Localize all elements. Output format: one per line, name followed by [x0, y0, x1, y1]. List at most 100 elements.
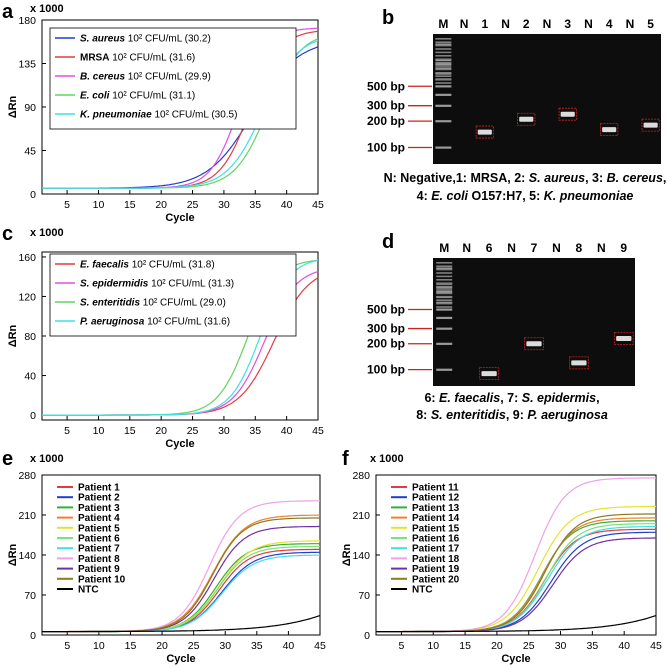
band-box	[558, 107, 577, 121]
ladder-band	[435, 78, 452, 81]
y-tick-label: 120	[18, 291, 36, 303]
legend-entry: Patient 7	[78, 544, 120, 555]
y-tick-label: 40	[24, 371, 36, 383]
caption-run: , 9:	[506, 408, 528, 422]
sample-band	[602, 127, 617, 133]
legend-name: Patient 19	[412, 564, 460, 575]
x-tick-label: 20	[491, 640, 503, 652]
legend-name: NTC	[78, 585, 99, 596]
y-tick-label: 0	[30, 410, 36, 422]
legend-name: Patient 5	[78, 523, 120, 534]
y-tick-label: 140	[18, 550, 36, 562]
x-tick-label: 10	[93, 199, 105, 211]
lane-label: N	[507, 241, 516, 255]
chart-e-patients: x 1000 5 10 15 20 25 30 35 40 45 0 70 140 210 280 Cycle…	[7, 453, 326, 665]
legend-name: S. enteritidis	[80, 298, 140, 309]
panel-letter-b: b	[382, 7, 394, 29]
caption-run: S. enteritidis	[431, 408, 506, 422]
x-tick-label: 45	[314, 640, 326, 652]
legend-suffix: 10² CFU/mL (31.3)	[148, 279, 234, 290]
multiplier-label: x 1000	[30, 453, 64, 465]
ladder-band	[436, 265, 453, 267]
legend-entry: P. aeruginosa 10² CFU/mL (31.6)	[80, 317, 230, 328]
ladder-band	[436, 342, 453, 345]
ladder-band	[436, 306, 453, 308]
lane-label: 4	[606, 17, 613, 31]
x-tick-label: 20	[156, 640, 168, 652]
ladder-band	[436, 292, 453, 295]
y-tick-label: 160	[18, 252, 36, 264]
y-tick-label: 70	[358, 590, 370, 602]
lane-label: N	[543, 17, 552, 31]
y-tick-label: 180	[18, 15, 36, 27]
x-tick-label: 30	[218, 425, 230, 437]
y-tick-label: 0	[364, 630, 370, 642]
legend-name: E. coli	[80, 91, 110, 102]
legend-entry: B. cereus 10² CFU/mL (29.9)	[80, 72, 211, 83]
band-box	[475, 125, 494, 139]
sample-band	[616, 336, 632, 342]
legend-name: S. aureus	[80, 34, 125, 45]
legend-name: Patient 16	[412, 534, 460, 545]
y-tick-label: 280	[18, 470, 36, 482]
lane-label: N	[626, 17, 635, 31]
ladder-band	[436, 282, 453, 284]
legend-entry: S. aureus 10² CFU/mL (30.2)	[80, 34, 211, 45]
x-tick-label: 35	[251, 640, 263, 652]
y-axis-label: ΔRn	[7, 324, 19, 347]
x-axis-label: Cycle	[165, 212, 194, 224]
ladder-band	[436, 262, 453, 264]
y-axis-label: ΔRn	[341, 543, 353, 566]
x-tick-label: 20	[155, 199, 167, 211]
ladder-band	[435, 51, 452, 54]
caption-run: B. cereus	[607, 171, 663, 185]
ladder-band	[435, 75, 452, 77]
y-tick-label: 45	[24, 146, 36, 158]
caption-run: E. faecalis	[439, 391, 500, 405]
legend-entry: S. epidermidis 10² CFU/mL (31.3)	[80, 279, 234, 290]
x-axis-label: Cycle	[501, 653, 530, 665]
x-tick-label: 30	[218, 199, 230, 211]
legend-entry: Patient 10	[78, 574, 126, 585]
legend-entry: Patient 12	[412, 493, 460, 504]
caption-run: E. coli	[431, 189, 468, 203]
ladder-band	[435, 104, 452, 107]
legend-name: Patient 10	[78, 574, 126, 585]
ladder-band	[435, 44, 452, 47]
x-tick-label: 30	[219, 640, 231, 652]
caption-run: O157:H7, 5:	[468, 189, 544, 203]
legend-suffix: 10² CFU/mL (31.1)	[109, 91, 195, 102]
x-tick-label: 45	[650, 640, 662, 652]
x-tick-label: 10	[93, 425, 105, 437]
ladder-band	[435, 85, 452, 88]
ladder-band	[436, 299, 453, 301]
legend-entry: S. enteritidis 10² CFU/mL (29.0)	[80, 298, 226, 309]
multiplier-label: x 1000	[370, 453, 404, 465]
lane-label: 1	[481, 17, 488, 31]
legend-entry: Patient 2	[78, 493, 120, 504]
gel-caption: N: Negative,1: MRSA, 2: S. aureus, 3: B.…	[384, 171, 667, 185]
x-tick-label: 20	[155, 425, 167, 437]
ladder-band	[435, 67, 452, 70]
x-tick-label: 5	[399, 640, 405, 652]
gel-image	[433, 258, 635, 386]
ladder-band	[435, 82, 452, 84]
y-tick-label: 280	[352, 470, 370, 482]
y-tick-label: 135	[18, 59, 36, 71]
ladder-band	[436, 368, 453, 371]
caption-run: ,	[596, 391, 599, 405]
sample-band	[571, 360, 587, 366]
y-tick-label: 210	[18, 510, 36, 522]
ladder-band	[435, 55, 452, 57]
legend-name: Patient 20	[412, 574, 460, 585]
legend-name: Patient 15	[412, 523, 460, 534]
legend-name: NTC	[412, 585, 433, 596]
x-axis-label: Cycle	[166, 653, 195, 665]
ladder-band	[436, 279, 453, 281]
caption-run: 4:	[417, 189, 432, 203]
legend-suffix: 10² CFU/mL (29.0)	[140, 298, 226, 309]
x-tick-label: 35	[249, 199, 261, 211]
ladder-band	[436, 286, 453, 289]
ladder-band	[435, 61, 452, 64]
